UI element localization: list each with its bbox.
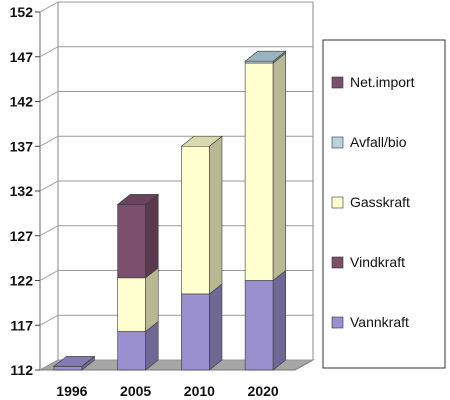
- y-tick-label: 132: [10, 183, 34, 199]
- legend-swatch-vannkraft: [331, 316, 344, 329]
- bar-vannkraft-1996: [53, 366, 83, 371]
- bar-side-net-import-2005: [145, 193, 159, 279]
- legend-swatch-avfall-bio: [331, 136, 344, 149]
- bar-top-gasskraft-2010: [180, 135, 223, 147]
- y-tick-label: 137: [10, 138, 34, 154]
- gridline-diag-7: [39, 46, 59, 58]
- x-tick-label: 2010: [184, 383, 215, 399]
- legend-swatch-gasskraft: [331, 196, 344, 209]
- gridline-diag-4: [39, 180, 59, 192]
- bar-side-gasskraft-2020: [272, 52, 287, 282]
- bar-top-avfall-bio-2020: [244, 50, 287, 62]
- legend-label-net-import: Net.import: [350, 74, 415, 90]
- gridline-diag-8: [39, 1, 59, 13]
- bar-side-vannkraft-2010: [209, 283, 223, 371]
- legend-swatch-net-import: [331, 76, 344, 89]
- x-axis: 1996 2005 2010 2020: [56, 383, 279, 399]
- x-tick-label: 2005: [120, 383, 151, 399]
- bar-side-gasskraft-2005: [145, 267, 159, 333]
- y-tick-label: 142: [10, 94, 34, 110]
- bar-net-import-2005: [117, 204, 146, 279]
- legend-label-vindkraft: Vindkraft: [350, 254, 405, 270]
- bar-top-vannkraft-1996: [53, 356, 96, 367]
- bar-vannkraft-2005: [117, 331, 146, 371]
- y-tick-label: 147: [10, 49, 34, 65]
- legend: Net.import Avfall/bio Gasskraft Vindkraft Va…: [322, 39, 446, 369]
- legend-swatch-vindkraft: [331, 256, 344, 269]
- bar-side-vannkraft-2020: [272, 269, 287, 371]
- y-tick-label: 127: [10, 228, 34, 244]
- x-tick-label: 2020: [248, 383, 279, 399]
- y-axis: 112 117 122 127 132 137 142 147 152: [10, 4, 40, 378]
- bar-side-gasskraft-2010: [209, 135, 223, 295]
- gridline-diag-0: [39, 359, 59, 371]
- bar-gasskraft-2010: [181, 145, 210, 295]
- legend-label-avfall-bio: Avfall/bio: [350, 134, 407, 150]
- bar-gasskraft-2005: [117, 277, 146, 332]
- bar-vannkraft-2020: [244, 280, 274, 371]
- gridline-diag-3: [39, 225, 59, 237]
- bar-top-net-import-2005: [116, 194, 160, 205]
- gridline-diag-5: [39, 135, 59, 147]
- y-tick-label: 122: [10, 273, 34, 289]
- gridline-diag-2: [39, 270, 59, 281]
- gridline-diag-1: [39, 314, 59, 326]
- bar-vannkraft-2010: [181, 293, 210, 371]
- bars-layer: [53, 50, 287, 371]
- x-tick-label: 1996: [56, 383, 87, 399]
- legend-label-gasskraft: Gasskraft: [350, 194, 410, 210]
- legend-box: [322, 39, 446, 369]
- y-tick-label: 152: [10, 4, 34, 20]
- bar-gasskraft-2020: [244, 62, 274, 281]
- y-tick-label: 112: [10, 362, 33, 378]
- gridline-diag-6: [39, 91, 59, 102]
- legend-label-vannkraft: Vannkraft: [350, 314, 409, 330]
- y-tick-label: 117: [10, 317, 33, 333]
